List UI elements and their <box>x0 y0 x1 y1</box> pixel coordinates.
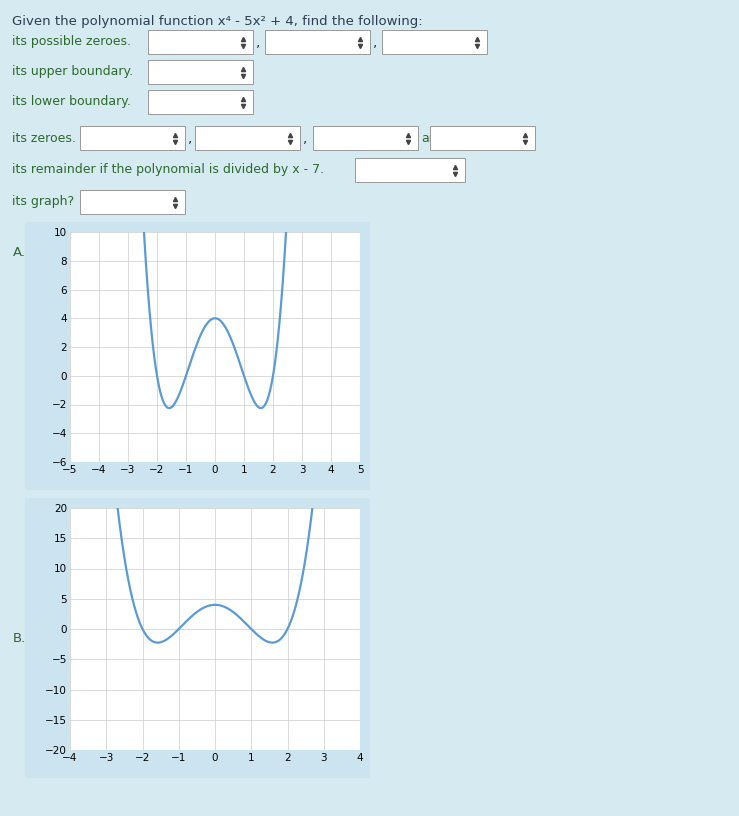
FancyBboxPatch shape <box>195 126 300 150</box>
Text: its graph?: its graph? <box>12 196 74 209</box>
FancyBboxPatch shape <box>313 126 418 150</box>
FancyBboxPatch shape <box>25 222 370 490</box>
FancyBboxPatch shape <box>80 126 185 150</box>
Text: and: and <box>421 131 445 144</box>
Text: its upper boundary.: its upper boundary. <box>12 65 133 78</box>
Text: its lower boundary.: its lower boundary. <box>12 95 131 109</box>
Text: B.: B. <box>13 632 27 645</box>
FancyBboxPatch shape <box>148 90 253 114</box>
Text: Given the polynomial function x⁴ - 5x² + 4, find the following:: Given the polynomial function x⁴ - 5x² +… <box>12 15 423 28</box>
Text: ,: , <box>373 35 378 49</box>
Text: its remainder if the polynomial is divided by x - 7.: its remainder if the polynomial is divid… <box>12 163 324 176</box>
Text: A.: A. <box>13 246 26 259</box>
Text: its zeroes.: its zeroes. <box>12 131 76 144</box>
FancyBboxPatch shape <box>430 126 535 150</box>
Text: ,: , <box>188 131 192 145</box>
FancyBboxPatch shape <box>148 60 253 84</box>
Text: ,: , <box>256 35 260 49</box>
FancyBboxPatch shape <box>265 30 370 54</box>
FancyBboxPatch shape <box>355 158 465 182</box>
Text: ,: , <box>303 131 307 145</box>
FancyBboxPatch shape <box>148 30 253 54</box>
FancyBboxPatch shape <box>80 190 185 214</box>
Text: its possible zeroes.: its possible zeroes. <box>12 36 131 48</box>
FancyBboxPatch shape <box>382 30 487 54</box>
FancyBboxPatch shape <box>25 498 370 778</box>
